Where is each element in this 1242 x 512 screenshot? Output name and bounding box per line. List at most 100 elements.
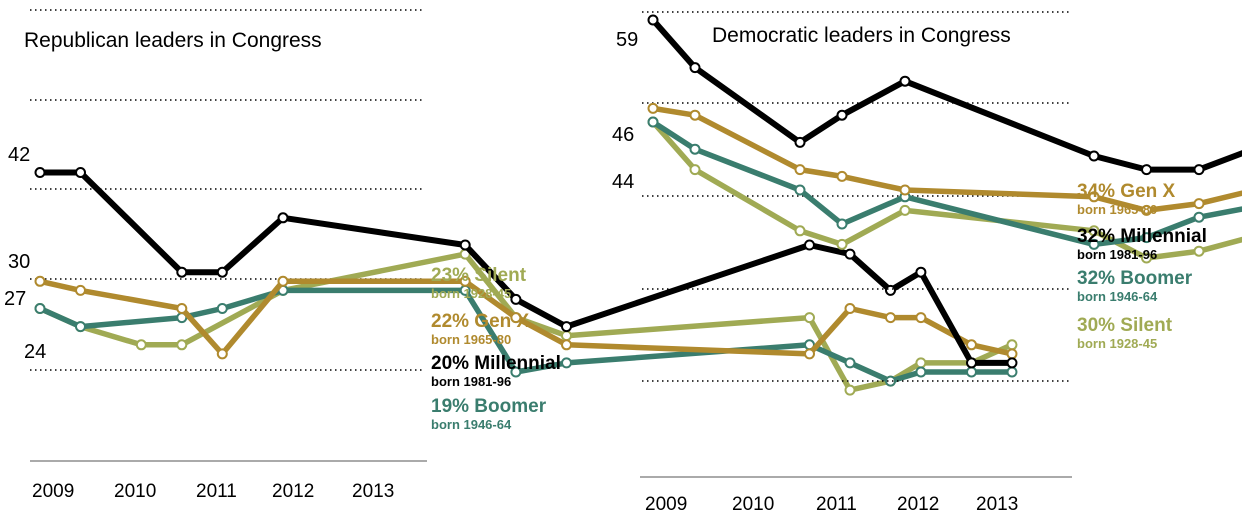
data-point-gen-x: [836, 170, 848, 182]
data-point-silent: [915, 357, 927, 369]
legend-label-silent: 30% Silent: [1077, 315, 1173, 336]
data-point-millennial: [689, 62, 701, 74]
data-point-silent: [135, 339, 147, 351]
data-point-gen-x: [1193, 198, 1205, 210]
data-point-millennial: [915, 266, 927, 278]
data-point-gen-x: [844, 303, 856, 314]
data-point-gen-x: [899, 184, 911, 196]
data-point-gen-x: [459, 275, 471, 287]
legend-born-silent: born 1928-45: [431, 286, 511, 301]
legend-born-gen-x: born 1965-80: [431, 332, 511, 347]
data-point-boomer: [966, 366, 977, 378]
data-point-gen-x: [1006, 348, 1018, 360]
data-point-silent: [176, 339, 188, 351]
data-point-millennial: [176, 266, 188, 278]
data-point-gen-x: [689, 109, 701, 121]
x-tick-label: 2011: [816, 494, 857, 512]
data-point-gen-x: [915, 312, 927, 324]
legend-label-gen-x: 34% Gen X: [1077, 181, 1176, 202]
data-point-gen-x: [647, 102, 659, 114]
data-point-gen-x: [75, 284, 86, 296]
legend-label-millennial: 20% Millennial: [431, 353, 561, 374]
legend-born-boomer: born 1946-64: [1077, 289, 1158, 304]
data-point-gen-x: [885, 312, 896, 324]
data-point-boomer: [34, 303, 46, 314]
legend-born-silent: born 1928-45: [1077, 336, 1157, 351]
data-point-boomer: [216, 303, 228, 314]
start-value-label: 44: [612, 171, 634, 193]
legend-label-boomer: 32% Boomer: [1077, 268, 1193, 289]
x-tick-label: 2010: [114, 481, 156, 502]
data-point-millennial: [794, 136, 806, 148]
x-tick-label: 2011: [196, 481, 237, 502]
data-point-boomer: [794, 184, 806, 196]
x-tick-label: 2009: [32, 481, 74, 502]
data-point-silent: [561, 330, 572, 342]
data-point-millennial: [899, 75, 911, 87]
data-point-silent: [804, 312, 815, 324]
data-point-silent: [689, 164, 701, 176]
start-value-label: 42: [8, 144, 30, 166]
legend-born-boomer: born 1946-64: [431, 417, 512, 432]
data-point-millennial: [844, 248, 856, 260]
data-point-boomer: [689, 143, 701, 155]
data-point-millennial: [34, 167, 46, 178]
data-point-millennial: [1088, 150, 1100, 162]
data-point-gen-x: [34, 275, 46, 287]
data-point-silent: [1193, 245, 1205, 257]
data-point-gen-x: [1088, 191, 1100, 203]
data-point-boomer: [1193, 211, 1205, 223]
data-point-gen-x: [277, 275, 289, 287]
legend-born-millennial: born 1981-96: [1077, 247, 1157, 262]
x-tick-label: 2013: [352, 481, 394, 502]
data-point-millennial: [1141, 164, 1152, 176]
x-tick-label: 2012: [272, 481, 314, 502]
series-line-millennial: [650, 17, 1242, 173]
data-point-millennial: [75, 167, 86, 178]
data-point-millennial: [647, 14, 659, 26]
data-point-silent: [1006, 339, 1018, 351]
data-point-gen-x: [176, 303, 188, 314]
data-point-silent: [844, 384, 856, 396]
data-point-silent: [899, 204, 911, 216]
data-point-silent: [794, 225, 806, 237]
data-point-boomer: [915, 366, 927, 378]
data-point-millennial: [277, 212, 289, 224]
data-point-boomer: [75, 321, 86, 333]
data-point-boomer: [844, 357, 856, 369]
legend-label-millennial: 32% Millennial: [1077, 226, 1207, 247]
data-point-boomer: [1141, 232, 1152, 244]
data-point-millennial: [1006, 357, 1018, 369]
data-point-gen-x: [966, 339, 977, 351]
x-tick-label: 2009: [645, 494, 687, 512]
legend-label-silent: 23% Silent: [431, 265, 527, 286]
democratic-panel-title: Democratic leaders in Congress: [712, 24, 1011, 47]
data-point-gen-x: [794, 164, 806, 176]
data-point-silent: [1088, 225, 1100, 237]
data-point-boomer: [1006, 366, 1018, 378]
start-value-label: 59: [616, 29, 638, 51]
start-value-label: 27: [4, 288, 26, 310]
republican-panel-title: Republican leaders in Congress: [24, 29, 322, 52]
x-tick-label: 2013: [976, 494, 1018, 512]
data-point-boomer: [561, 357, 572, 369]
data-point-gen-x: [804, 348, 815, 360]
data-point-boomer: [510, 366, 522, 378]
data-point-gen-x: [216, 348, 228, 360]
legend-born-millennial: born 1981-96: [431, 374, 511, 389]
series-line-boomer: [650, 119, 1242, 248]
data-point-silent: [1141, 252, 1152, 264]
legend-label-gen-x: 22% Gen X: [431, 311, 530, 332]
start-value-label: 46: [612, 124, 634, 146]
x-tick-label: 2010: [732, 494, 774, 512]
data-point-gen-x: [1141, 204, 1152, 216]
data-point-boomer: [836, 218, 848, 230]
data-point-millennial: [966, 357, 977, 369]
data-point-boomer: [885, 375, 896, 387]
data-point-millennial: [804, 239, 815, 251]
legend-label-boomer: 19% Boomer: [431, 396, 547, 417]
data-point-boomer: [1088, 238, 1100, 250]
data-point-millennial: [885, 284, 896, 296]
republican-panel: 2009 2010 2011 2012 2013 42 30 27 24 20% Millenni…: [4, 9, 1018, 502]
